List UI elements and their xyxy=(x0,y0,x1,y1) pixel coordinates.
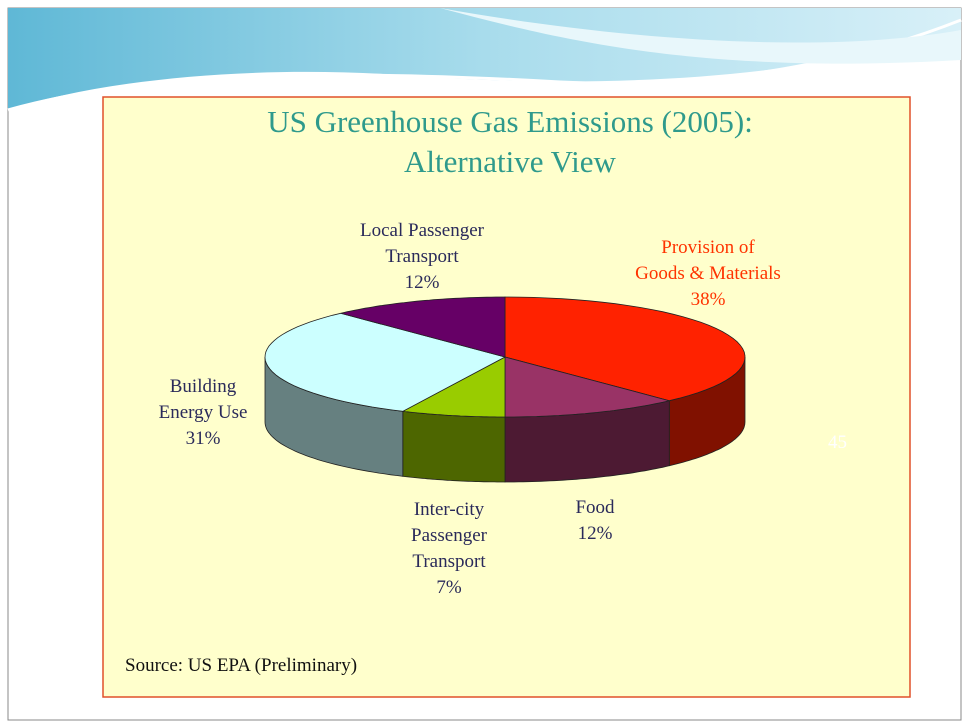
slide-number: 45 xyxy=(828,432,847,453)
pie-slice xyxy=(340,296,506,358)
pie xyxy=(264,296,746,483)
slice-value: 12% xyxy=(404,272,440,293)
slice-value: 38% xyxy=(690,289,726,310)
pie-slice-side xyxy=(402,410,506,483)
slice-label: Inter-city Passenger Transport 7% xyxy=(411,497,487,601)
slice-name: Provision of Goods & Materials xyxy=(635,237,781,284)
slice-label: Local Passenger Transport 12% xyxy=(360,218,484,296)
source-note: Source: US EPA (Preliminary) xyxy=(125,655,358,676)
pie-slice xyxy=(264,312,507,412)
slice-label: Building Energy Use 31% xyxy=(159,374,248,452)
pie-slice xyxy=(504,296,746,402)
slice-name: Food xyxy=(575,497,615,518)
swoosh-light xyxy=(440,8,961,64)
slice-value: 7% xyxy=(436,577,462,598)
header-swoosh xyxy=(8,8,961,110)
slice-label: Provision of Goods & Materials 38% xyxy=(635,235,781,313)
chart-title: US Greenhouse Gas Emissions (2005): Alte… xyxy=(267,104,753,179)
slice-name: Local Passenger Transport xyxy=(360,220,484,267)
slice-name: Inter-city Passenger Transport xyxy=(411,499,487,572)
pie-slice xyxy=(401,356,506,418)
slice-label: Food 12% xyxy=(575,495,614,547)
pie-slice xyxy=(504,356,670,418)
slice-value: 12% xyxy=(577,523,613,544)
slice-value: 31% xyxy=(185,428,221,449)
slice-name: Building Energy Use xyxy=(158,376,248,423)
